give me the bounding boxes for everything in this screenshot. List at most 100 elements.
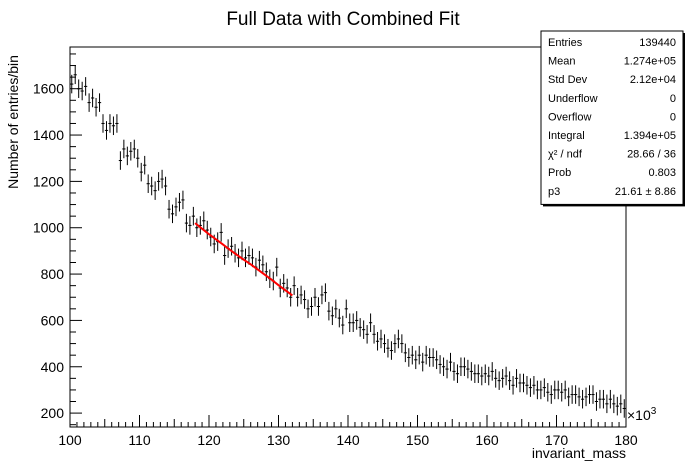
data-point (410, 345, 414, 365)
stats-box: Entries 139440 Mean 1.274e+05 Std Dev 2.12e+0… (540, 30, 685, 207)
data-point (191, 206, 195, 226)
stats-value: 0 (670, 111, 676, 123)
data-point (136, 148, 140, 168)
data-point (466, 359, 470, 379)
data-point (518, 373, 522, 393)
x-tick-label: 140 (336, 432, 360, 448)
data-point (351, 313, 355, 332)
data-point (567, 387, 571, 407)
data-point (501, 369, 505, 388)
data-point (302, 290, 307, 309)
data-point (320, 285, 324, 305)
data-point (90, 88, 95, 108)
y-tick-label: 200 (41, 405, 65, 421)
data-point (84, 77, 88, 96)
data-point (497, 371, 501, 390)
data-point (129, 142, 133, 161)
stats-label: χ² / ndf (548, 149, 583, 161)
x-tick-label: 120 (197, 432, 221, 448)
x-tick-label: 160 (475, 432, 499, 448)
data-point (316, 297, 321, 316)
axis-ticks: 100 110 120 130 140 150 160 170 180 200 400 600 800 1… (33, 53, 638, 448)
data-point (445, 359, 449, 379)
data-point (205, 220, 209, 240)
data-point (122, 139, 126, 159)
data-point (594, 392, 599, 411)
data-point (435, 350, 439, 370)
y-tick-label: 800 (41, 266, 65, 282)
data-point (601, 389, 606, 409)
data-point (125, 146, 129, 166)
data-point (150, 176, 154, 196)
data-point (77, 79, 81, 98)
data-point (455, 364, 460, 383)
fit-curve-group (194, 222, 293, 297)
data-point (348, 313, 352, 332)
stats-value: 1.274e+05 (624, 56, 676, 68)
data-point (341, 315, 345, 335)
data-point (574, 385, 578, 404)
stats-value: 139440 (639, 37, 676, 49)
data-point (504, 366, 508, 386)
fit-curve (194, 222, 293, 297)
data-point (243, 248, 248, 268)
data-point (539, 380, 543, 400)
data-point (368, 313, 373, 332)
x-tick-label: 110 (128, 432, 151, 448)
data-point (188, 216, 192, 235)
data-point (525, 376, 529, 395)
data-point (70, 74, 74, 94)
stats-label: Entries (548, 37, 583, 49)
data-point (202, 211, 206, 231)
data-point (396, 329, 400, 349)
data-point (355, 311, 359, 330)
data-point (285, 278, 289, 298)
data-point (167, 199, 171, 219)
data-point (577, 387, 581, 407)
data-points (70, 65, 626, 418)
data-point (400, 334, 404, 353)
data-point (163, 176, 168, 196)
data-point (452, 362, 456, 381)
data-point (507, 371, 512, 390)
y-tick-label: 400 (41, 359, 65, 375)
stats-label: p3 (548, 186, 560, 198)
data-point (448, 352, 453, 372)
data-point (247, 246, 251, 265)
data-point (535, 380, 539, 400)
data-point (170, 204, 175, 224)
data-point (403, 343, 407, 363)
data-point (556, 380, 560, 400)
x-tick-label: 130 (267, 432, 291, 448)
x-tick-label: 170 (545, 432, 569, 448)
stats-label: Overflow (548, 111, 591, 123)
data-point (250, 248, 255, 268)
data-point (528, 378, 533, 397)
data-point (417, 345, 421, 365)
data-point (229, 237, 234, 256)
data-point (97, 93, 102, 112)
stats-label: Mean (548, 56, 576, 68)
data-point (118, 151, 122, 170)
data-point (153, 181, 157, 200)
data-point (532, 376, 536, 395)
x-tick-label: 100 (58, 432, 82, 448)
data-point (104, 121, 109, 140)
data-point (563, 380, 567, 400)
data-point (487, 366, 491, 386)
data-point (177, 192, 182, 212)
data-point (115, 114, 119, 133)
x-axis-multiplier-exponent: 3 (651, 406, 657, 417)
data-point (257, 250, 261, 270)
data-point (289, 287, 293, 307)
data-point (521, 373, 526, 393)
data-point (299, 285, 303, 305)
stats-value: 1.394e+05 (624, 130, 676, 142)
data-point (546, 382, 550, 402)
data-point (393, 334, 397, 353)
data-point (313, 287, 317, 307)
data-point (605, 394, 609, 414)
data-point (473, 364, 477, 383)
data-point (174, 197, 178, 217)
y-tick-label: 1600 (33, 81, 64, 97)
